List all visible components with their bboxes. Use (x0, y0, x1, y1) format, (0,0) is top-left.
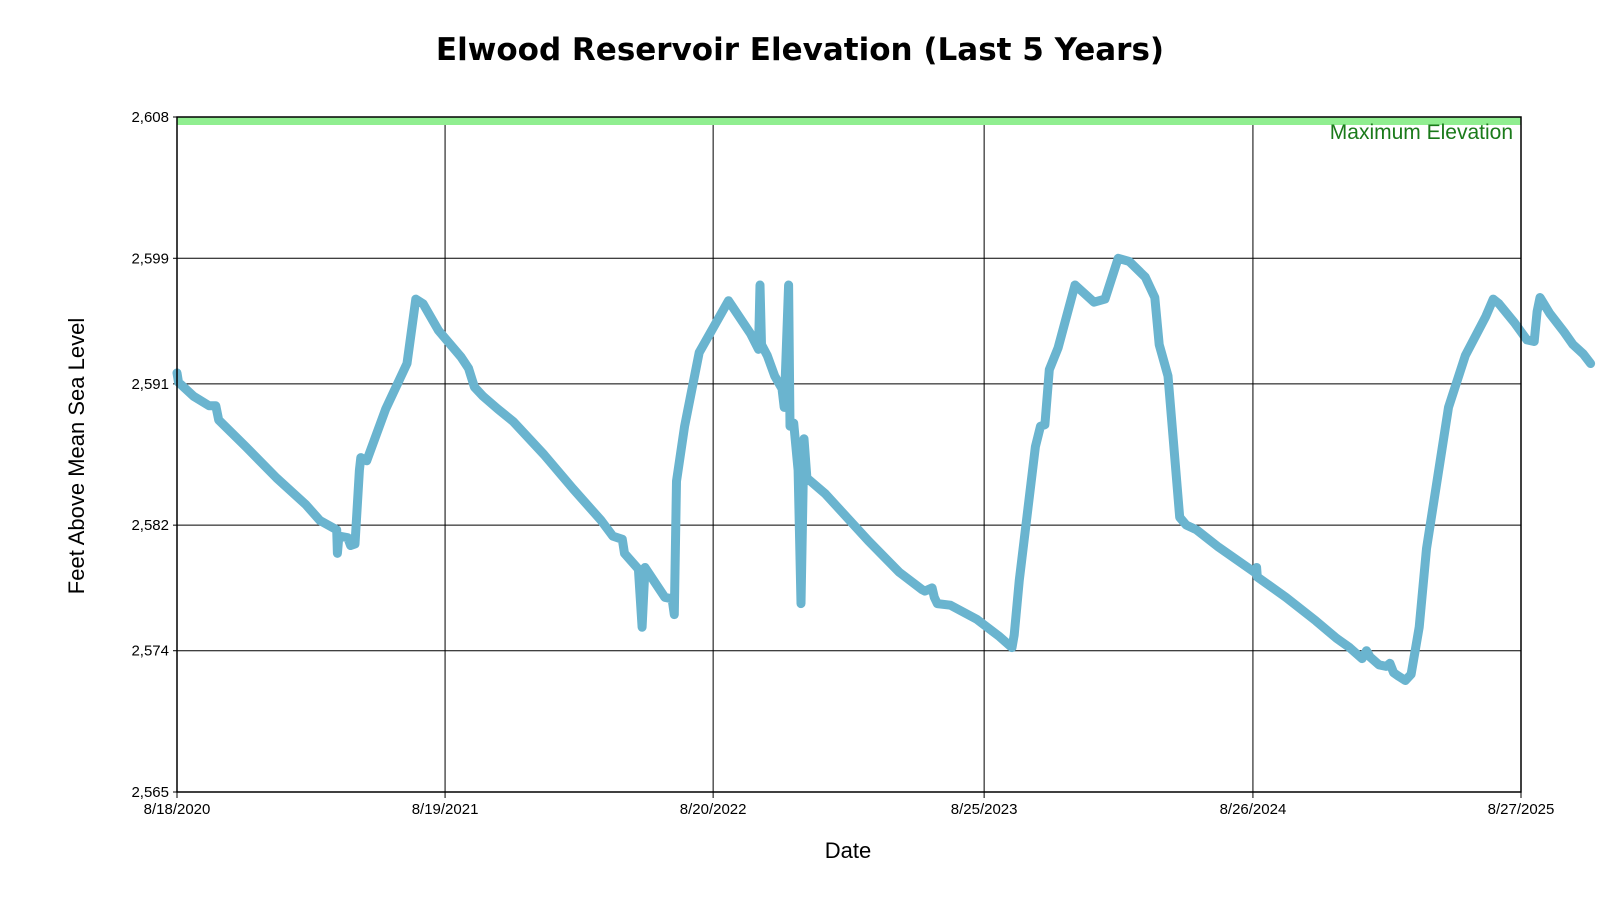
x-tick-label: 8/20/2022 (680, 801, 747, 818)
y-tick-label: 2,565 (131, 784, 169, 801)
y-tick-label: 2,608 (131, 109, 169, 126)
grid (176, 116, 1522, 793)
x-tick-label: 8/18/2020 (144, 801, 211, 818)
max-elevation-label: Maximum Elevation (1330, 121, 1513, 144)
x-tick-label: 8/26/2024 (1220, 801, 1287, 818)
y-tick-label: 2,582 (131, 517, 169, 534)
x-tick-label: 8/27/2025 (1488, 801, 1555, 818)
x-tick-label: 8/19/2021 (412, 801, 479, 818)
max-elevation-band (177, 117, 1521, 125)
y-tick-label: 2,574 (131, 643, 169, 660)
y-tick-label: 2,591 (131, 376, 169, 393)
tick-labels: 2,565 2,574 2,582 2,591 2,599 2,608 8/18/2020 8… (131, 109, 1554, 818)
max-elevation-band-rect (177, 117, 1521, 125)
series-line (172, 253, 1596, 685)
plot-frame (176, 116, 1522, 793)
chart-title: Elwood Reservoir Elevation (Last 5 Years… (436, 32, 1164, 68)
series-layer (172, 253, 1596, 685)
y-tick-label: 2,599 (131, 250, 169, 267)
x-tick-label: 8/25/2023 (951, 801, 1018, 818)
x-axis-label: Date (825, 838, 871, 863)
y-axis-label: Feet Above Mean Sea Level (64, 318, 89, 594)
